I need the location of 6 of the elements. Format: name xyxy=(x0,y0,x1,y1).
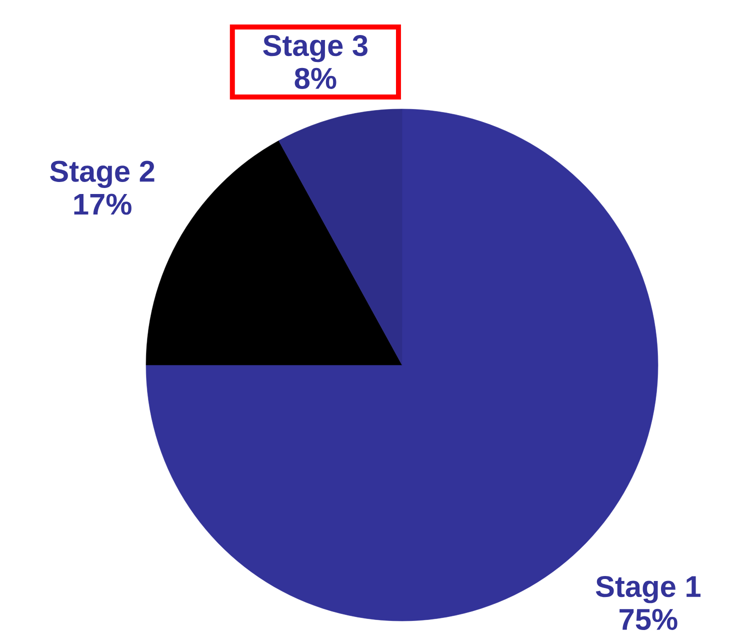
data-label: 17% xyxy=(74,194,132,215)
slice-label: Stage 3 xyxy=(263,34,368,62)
data-label: 75% xyxy=(620,608,678,630)
slice-label: Stage 2 xyxy=(50,160,154,188)
slice-label: Stage 1 xyxy=(596,576,701,604)
data-label: 8% xyxy=(294,68,336,90)
